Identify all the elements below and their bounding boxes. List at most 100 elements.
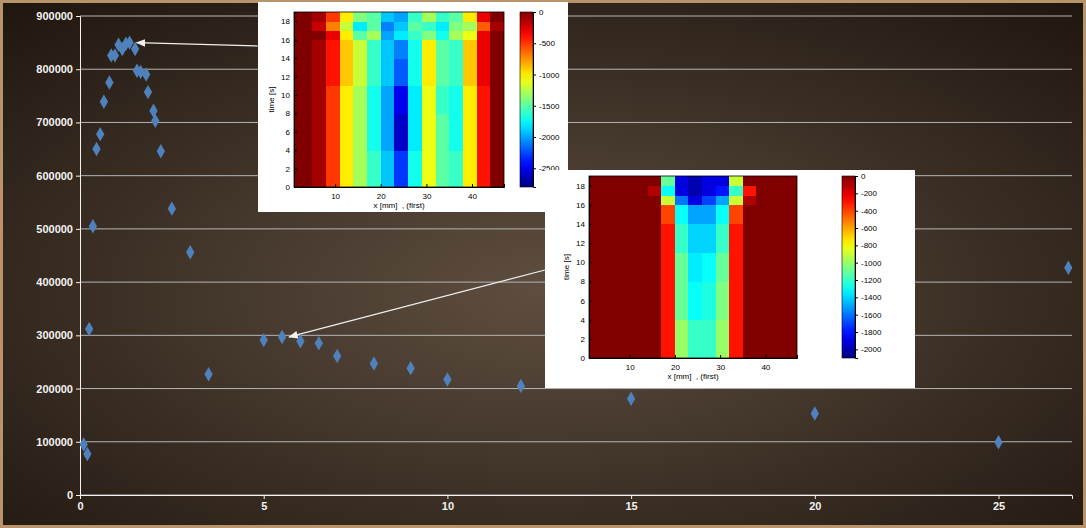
heat-cell	[770, 253, 784, 282]
heat-x-axis-tick: 30	[716, 355, 725, 372]
heat-cell	[743, 224, 757, 253]
heat-cell	[634, 281, 648, 320]
heat-y-axis-tick-mark	[294, 21, 297, 22]
heat-cell	[716, 253, 730, 282]
heat-cell	[463, 150, 477, 187]
heat-cell	[381, 86, 395, 114]
heat-cell	[634, 205, 648, 225]
heat-cell	[607, 195, 621, 205]
heat-cell	[589, 186, 608, 196]
x-axis-tick-mark	[264, 495, 265, 499]
heat-y-axis-line	[590, 177, 593, 359]
heat-cell	[312, 113, 326, 150]
heat-cell	[729, 195, 743, 205]
colorbar-axis-tick-mark	[855, 315, 858, 316]
point	[89, 219, 97, 233]
heat-y-label: time [s]	[267, 87, 276, 113]
heat-cell	[408, 40, 422, 59]
colorbar-axis-tick-mark	[855, 245, 858, 246]
x-axis-tick-mark	[999, 495, 1000, 499]
inset-axes: 10203040024681012141618x [mm] , (first)t…	[267, 8, 560, 210]
heat-cell	[353, 21, 367, 31]
y-axis-tick-label: 600000	[36, 170, 73, 182]
arrow	[289, 270, 545, 337]
heat-cell	[408, 113, 422, 150]
heat-y-axis-tick-label: 6	[581, 297, 586, 306]
colorbar-axis-tick-label: -800	[861, 241, 878, 250]
heat-cell	[743, 253, 757, 282]
heat-cell	[648, 186, 662, 196]
heat-cell	[783, 195, 797, 205]
heat-cell	[743, 320, 757, 358]
heat-y-axis-tick-label: 0	[581, 354, 586, 363]
heat-cell	[353, 86, 367, 114]
colorbar-axis-tick-label: -1500	[539, 102, 560, 111]
y-axis-tick: 800000	[36, 63, 80, 75]
heat-cell	[490, 113, 504, 150]
heat-y-axis-tick-label: 10	[576, 258, 585, 267]
chart-svg: 0100000200000300000400000500000600000700…	[0, 0, 1086, 528]
heat-cell	[702, 281, 716, 320]
heat-y-axis-tick-mark	[294, 132, 297, 133]
heat-y-axis-tick: 4	[581, 316, 592, 325]
heat-cell	[675, 253, 689, 282]
grid-line	[80, 69, 1072, 70]
colorbar-axis-tick-label: -1000	[539, 71, 560, 80]
heat-cell	[394, 86, 408, 114]
heat-cell	[463, 113, 477, 150]
y-axis-tick-mark	[76, 442, 80, 443]
heat-x-axis-tick-mark	[381, 184, 382, 187]
heat-cell	[463, 58, 477, 86]
grid-line	[80, 388, 1072, 389]
heat-cell	[607, 186, 621, 196]
heat-cell	[716, 281, 730, 320]
heat-cell	[381, 30, 395, 40]
point	[1064, 261, 1072, 275]
heat-cell	[463, 12, 477, 22]
heat-cell	[477, 150, 491, 187]
heat-cell	[770, 320, 784, 358]
heat-cell	[294, 113, 313, 150]
grid-line	[80, 441, 1072, 442]
y-axis-tick-mark	[76, 229, 80, 230]
y-axis-tick-label: 0	[67, 489, 73, 501]
point	[370, 356, 378, 370]
heat-cell	[436, 86, 450, 114]
heat-cell	[340, 150, 354, 187]
heat-cell	[675, 205, 689, 225]
y-axis-tick-label: 200000	[36, 383, 73, 395]
heat-cell	[729, 320, 743, 358]
heat-cell	[756, 320, 770, 358]
heat-cell	[477, 86, 491, 114]
heat-cell	[381, 150, 395, 187]
heat-cell	[675, 176, 689, 186]
heat-cell	[422, 40, 436, 59]
heat-cell	[463, 30, 477, 40]
heat-cell	[340, 12, 354, 22]
y-axis-tick-mark	[76, 16, 80, 17]
colorbar-axis-tick-mark	[533, 137, 536, 138]
heat-y-axis-tick-label: 10	[281, 91, 290, 100]
heat-cell	[449, 58, 463, 86]
heat-cell	[353, 58, 367, 86]
point	[105, 75, 113, 89]
colorbar-axis-tick: -2000	[855, 345, 882, 354]
y-axis-tick: 700000	[36, 116, 80, 128]
heat-cell	[607, 320, 621, 358]
heat-cell	[490, 12, 504, 22]
heat-y-axis-tick-label: 12	[576, 239, 585, 248]
heat-y-axis: 024681012141618	[281, 13, 297, 193]
heat-cell	[353, 150, 367, 187]
heat-cell	[490, 21, 504, 31]
x-axis-tick-label: 15	[625, 500, 637, 512]
heat-y-axis: 024681012141618	[576, 177, 592, 364]
heat-x-axis-tick-mark	[720, 355, 721, 358]
point	[100, 94, 108, 108]
colorbar-axis-tick: -2000	[533, 133, 560, 142]
heat-cell	[477, 30, 491, 40]
y-axis: 0100000200000300000400000500000600000700…	[36, 10, 80, 501]
heat-y-axis-tick-label: 12	[281, 73, 290, 82]
heat-cell	[422, 12, 436, 22]
heat-cell	[326, 12, 340, 22]
heat-frame	[589, 176, 797, 358]
